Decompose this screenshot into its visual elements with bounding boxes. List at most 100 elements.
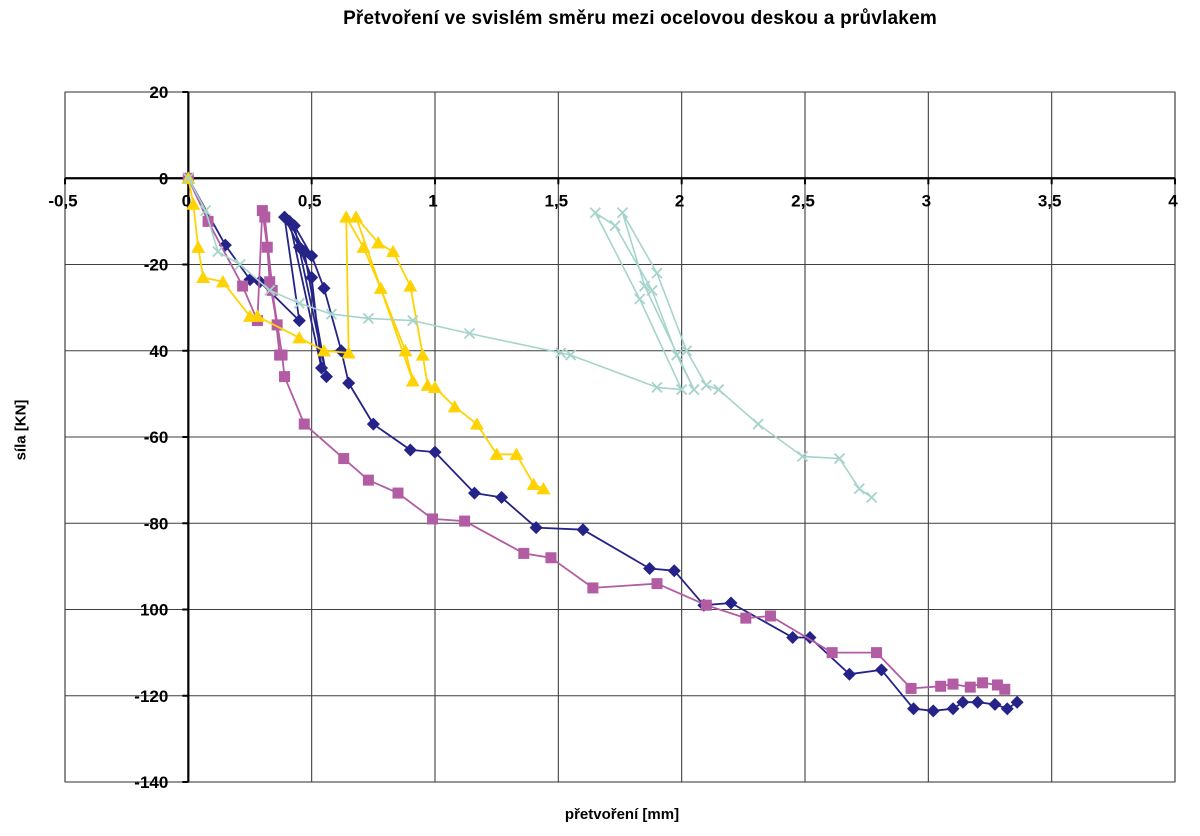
marker-navy-diamonds [988, 697, 1002, 711]
marker-navy-diamonds [956, 695, 970, 709]
marker-teal-x [565, 349, 577, 361]
x-tick-label: 2,5 [791, 191, 815, 210]
marker-navy-diamonds [305, 270, 319, 284]
marker-navy-diamonds [1000, 702, 1014, 716]
marker-pink-squares [279, 371, 291, 383]
marker-teal-x [264, 284, 276, 297]
y-tick-label: -120 [134, 687, 168, 706]
y-tick-label: 40 [149, 342, 168, 361]
x-tick-label: 1 [428, 191, 437, 210]
marker-pink-squares [740, 612, 752, 624]
marker-teal-x [634, 293, 646, 305]
x-tick-label: 0 [182, 191, 191, 210]
marker-pink-squares [651, 578, 663, 590]
marker-pink-squares [700, 599, 712, 611]
marker-yellow-triangles [196, 270, 211, 284]
y-tick-label: -60 [144, 428, 169, 447]
marker-yellow-triangles [386, 244, 401, 258]
marker-teal-x [700, 379, 712, 391]
y-tick-label: -20 [144, 256, 169, 275]
marker-yellow-triangles [215, 274, 230, 288]
marker-pink-squares [261, 241, 273, 253]
marker-teal-x [676, 383, 688, 396]
marker-teal-x [651, 381, 663, 394]
marker-yellow-triangles [447, 400, 462, 413]
marker-pink-squares [259, 211, 271, 223]
marker-pink-squares [826, 647, 838, 659]
marker-yellow-triangles [341, 346, 356, 359]
x-tick-label: 3 [922, 191, 931, 210]
marker-pink-squares [947, 678, 959, 690]
marker-teal-x [234, 258, 246, 271]
marker-teal-x [616, 207, 629, 219]
marker-teal-x [853, 483, 865, 495]
marker-teal-x [362, 312, 375, 325]
marker-pink-squares [237, 280, 249, 292]
y-tick-label: -140 [134, 773, 168, 792]
marker-pink-squares [392, 487, 404, 499]
marker-navy-diamonds [366, 417, 380, 431]
marker-teal-x [293, 297, 305, 309]
y-tick-label: 20 [149, 83, 168, 102]
marker-navy-diamonds [495, 490, 509, 504]
marker-pink-squares [459, 515, 471, 527]
marker-pink-squares [276, 349, 288, 361]
marker-navy-diamonds [946, 702, 960, 716]
marker-teal-x [796, 450, 809, 463]
marker-navy-diamonds [842, 667, 856, 681]
marker-navy-diamonds [667, 564, 681, 578]
marker-pink-squares [266, 284, 278, 296]
marker-navy-diamonds [287, 219, 301, 233]
marker-yellow-triangles [250, 309, 265, 322]
marker-navy-diamonds [971, 695, 985, 709]
marker-pink-squares [362, 474, 374, 486]
x-tick-label: 2 [675, 191, 684, 210]
x-tick-label: -0,5 [48, 191, 77, 210]
marker-pink-squares [338, 453, 350, 465]
marker-teal-x [752, 418, 764, 430]
marker-pink-squares [518, 547, 530, 559]
marker-navy-diamonds [403, 443, 417, 457]
marker-navy-diamonds [317, 281, 331, 295]
marker-teal-x [646, 284, 658, 297]
marker-pink-squares [991, 679, 1003, 691]
marker-navy-diamonds [315, 361, 329, 375]
marker-teal-x [688, 383, 700, 396]
marker-teal-x [463, 327, 476, 340]
marker-navy-diamonds [529, 521, 543, 535]
marker-yellow-triangles [526, 477, 541, 491]
x-tick-label: 4 [1168, 191, 1178, 210]
marker-pink-squares [905, 682, 917, 694]
marker-yellow-triangles [373, 281, 388, 294]
marker-navy-diamonds [907, 702, 921, 716]
marker-yellow-triangles [356, 240, 371, 253]
marker-pink-squares [587, 582, 599, 594]
marker-yellow-triangles [292, 331, 307, 344]
marker-pink-squares [964, 681, 976, 693]
marker-teal-x [671, 349, 683, 361]
series-line-navy-diamonds [187, 177, 1018, 712]
marker-yellow-triangles [339, 210, 354, 223]
marker-navy-diamonds [724, 596, 738, 610]
marker-pink-squares [298, 418, 310, 430]
y-axis-title: síla [KN] [12, 399, 30, 461]
marker-navy-diamonds [467, 486, 481, 500]
marker-navy-diamonds [926, 704, 940, 718]
marker-pink-squares [999, 683, 1011, 695]
marker-teal-x [212, 245, 224, 258]
marker-teal-x [713, 383, 725, 396]
marker-teal-x [639, 280, 651, 292]
y-tick-label: -80 [144, 514, 169, 533]
marker-pink-squares [871, 647, 883, 659]
marker-navy-diamonds [1010, 695, 1024, 709]
marker-navy-diamonds [428, 445, 442, 459]
marker-yellow-triangles [469, 417, 484, 430]
marker-yellow-triangles [317, 343, 331, 357]
marker-yellow-triangles [415, 348, 430, 361]
marker-navy-diamonds [576, 523, 590, 537]
marker-yellow-triangles [191, 240, 206, 253]
marker-pink-squares [977, 677, 989, 689]
marker-pink-squares [264, 276, 276, 288]
marker-teal-x [865, 491, 878, 504]
